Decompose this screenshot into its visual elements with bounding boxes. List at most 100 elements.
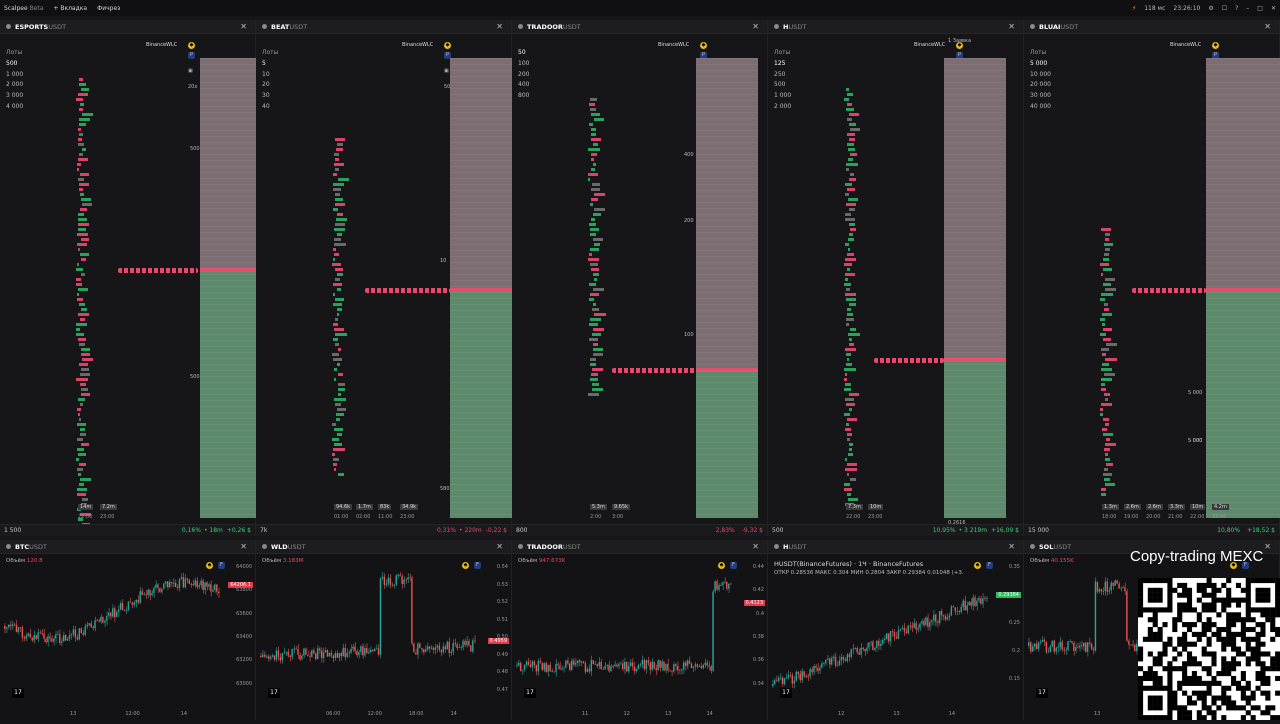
lot-option[interactable]: 2 000 (6, 81, 24, 89)
lot-option[interactable]: 250 (774, 70, 786, 78)
pin-icon[interactable]: P (1212, 52, 1219, 59)
dom-ladder[interactable] (944, 58, 1006, 518)
lot-option[interactable]: 1 000 (774, 92, 792, 100)
lot-option[interactable]: 125 (774, 59, 786, 67)
cluster-bar (337, 273, 343, 276)
candlestick-chart[interactable] (512, 566, 738, 706)
qr-module (1186, 592, 1193, 598)
pin-icon[interactable]: P (444, 52, 451, 59)
qr-module (1191, 641, 1197, 647)
lot-selector[interactable]: Лоты 5 000 10 000 20 000 30 000 40 000 (1030, 48, 1051, 113)
lot-option[interactable]: 400 (518, 81, 530, 89)
close-panel-icon[interactable]: ✕ (496, 22, 503, 31)
cluster-bar (590, 378, 599, 381)
menu-features[interactable]: Фичрез (97, 4, 121, 12)
dom-ladder[interactable] (696, 58, 758, 518)
close-panel-icon[interactable]: ✕ (1008, 22, 1015, 31)
price-trace (1132, 288, 1206, 293)
close-chart-icon[interactable]: ✕ (1264, 542, 1271, 551)
qr-module (1221, 602, 1227, 608)
chart-panel-tradoor[interactable]: TRADOOR USDT ✕ Объём 947.673K ◆ F 0.44 0.42 0.4… (512, 540, 768, 720)
new-tab-button[interactable]: + Вкладка (53, 4, 88, 12)
cluster-bar (1104, 303, 1109, 306)
close-chart-icon[interactable]: ✕ (1008, 542, 1015, 551)
exchange-label[interactable]: BinanceWLC (146, 42, 178, 48)
chart-panel-wld[interactable]: WLD USDT ✕ Объём 3.183M ◆ F 0.54 0.53 0.52 0.51 0… (256, 540, 512, 720)
lot-option[interactable]: 5 (262, 59, 266, 67)
cluster-bar (590, 318, 602, 321)
calendar-icon[interactable]: ▣ (188, 68, 193, 74)
lot-option[interactable]: 500 (6, 59, 18, 67)
chat-icon[interactable]: ☐ (1221, 4, 1228, 12)
minimize-icon[interactable]: – (1246, 4, 1250, 12)
exchange-label[interactable]: BinanceWLC (402, 42, 434, 48)
lot-option[interactable]: 50 (518, 49, 526, 56)
candlestick-chart[interactable] (768, 566, 994, 706)
lot-option[interactable]: 20 000 (1030, 81, 1051, 89)
chart-panel-h[interactable]: H USDT ✕ HUSDT(BinanceFutures) · 1Ч · Bina… (768, 540, 1024, 720)
app-logo[interactable]: Scalpee Beta (4, 4, 44, 12)
candlestick-chart[interactable] (256, 566, 482, 706)
lot-option[interactable]: 40 000 (1030, 102, 1051, 110)
lot-option[interactable]: 30 000 (1030, 92, 1051, 100)
qr-module (1177, 617, 1183, 623)
candle-body (592, 660, 594, 665)
pin-icon[interactable]: P (700, 52, 707, 59)
candlestick-chart[interactable] (0, 566, 226, 706)
lot-option[interactable]: 5 000 (1030, 59, 1048, 67)
pin-icon[interactable]: P (188, 52, 195, 59)
maximize-icon[interactable]: □ (1257, 4, 1263, 12)
orderbook-panel-esports[interactable]: ESPORTS USDT ✕ Лоты 500 1 000 2 000 3 000 4 00… (0, 20, 276, 536)
help-icon[interactable]: ? (1235, 4, 1239, 12)
lot-option[interactable]: 30 (262, 92, 270, 100)
orderbook-panel-tradoor[interactable]: TRADOOR USDT ✕ 50 100 200 400 800 BinanceWLC ◆ P… (512, 20, 768, 536)
close-panel-icon[interactable]: ✕ (752, 22, 759, 31)
pin-icon[interactable]: F (474, 562, 481, 569)
volume-readout: Объём 947.673K (518, 558, 566, 564)
close-chart-icon[interactable]: ✕ (752, 542, 759, 551)
lot-option[interactable]: 3 000 (6, 92, 24, 100)
pin-icon[interactable]: F (1242, 562, 1249, 569)
lot-option[interactable]: 20 (262, 81, 270, 89)
chart-panel-btc[interactable]: BTC USDT ✕ Объём 120.8 ◆ F 64000 63800 63600 634… (0, 540, 256, 720)
orderbook-panel-h[interactable]: H USDT ✕ Лоты 125 250 500 1 000 2 000 BinanceWL… (768, 20, 1024, 536)
lot-option[interactable]: 800 (518, 92, 530, 100)
pin-icon[interactable]: F (986, 562, 993, 569)
lot-selector[interactable]: Лоты 500 1 000 2 000 3 000 4 000 (6, 48, 23, 113)
lot-option[interactable]: 40 (262, 102, 270, 110)
lot-option[interactable]: 10 000 (1030, 70, 1051, 78)
qr-module (1138, 680, 1144, 686)
pin-icon[interactable]: P (956, 52, 963, 59)
exchange-label[interactable]: BinanceWLC (658, 42, 690, 48)
gear-icon[interactable]: ⚙ (1208, 4, 1214, 12)
lot-option[interactable]: 10 (262, 70, 270, 78)
lot-option[interactable]: 100 (518, 59, 530, 67)
orderbook-panel-beat[interactable]: BEAT USDT ✕ Лоты 5 10 20 30 40 BinanceWLC ◆ P ▣ 50x… (256, 20, 526, 536)
dom-ladder[interactable] (1206, 58, 1280, 518)
qr-module (1250, 690, 1256, 696)
close-chart-icon[interactable]: ✕ (240, 542, 247, 551)
exchange-label[interactable]: BinanceWLC (914, 42, 946, 48)
pin-icon[interactable]: F (730, 562, 737, 569)
lot-option[interactable]: 500 (774, 81, 786, 89)
lot-selector[interactable]: 50 100 200 400 800 (518, 48, 529, 102)
zoom-label[interactable]: 50x (444, 84, 454, 90)
lot-option[interactable]: 4 000 (6, 102, 24, 110)
lot-option[interactable]: 200 (518, 70, 530, 78)
lot-selector[interactable]: Лоты 5 10 20 30 40 (262, 48, 278, 113)
close-window-icon[interactable]: ✕ (1270, 4, 1276, 12)
orderbook-panel-bluai[interactable]: BLUAI USDT ✕ Лоты 5 000 10 000 20 000 30 000 4… (1024, 20, 1280, 536)
x-tick: 14 (948, 711, 956, 717)
candle-body (413, 643, 415, 653)
lot-option[interactable]: 2 000 (774, 102, 792, 110)
lot-selector[interactable]: Лоты 125 250 500 1 000 2 000 (774, 48, 791, 113)
close-chart-icon[interactable]: ✕ (496, 542, 503, 551)
lot-option[interactable]: 1 000 (6, 70, 24, 78)
close-panel-icon[interactable]: ✕ (240, 22, 247, 31)
calendar-icon[interactable]: ▣ (444, 68, 449, 74)
pin-icon[interactable]: F (218, 562, 225, 569)
exchange-label[interactable]: BinanceWLC (1170, 42, 1202, 48)
close-panel-icon[interactable]: ✕ (1264, 22, 1271, 31)
qr-module (1157, 700, 1163, 706)
zoom-label[interactable]: 20x (188, 84, 198, 90)
